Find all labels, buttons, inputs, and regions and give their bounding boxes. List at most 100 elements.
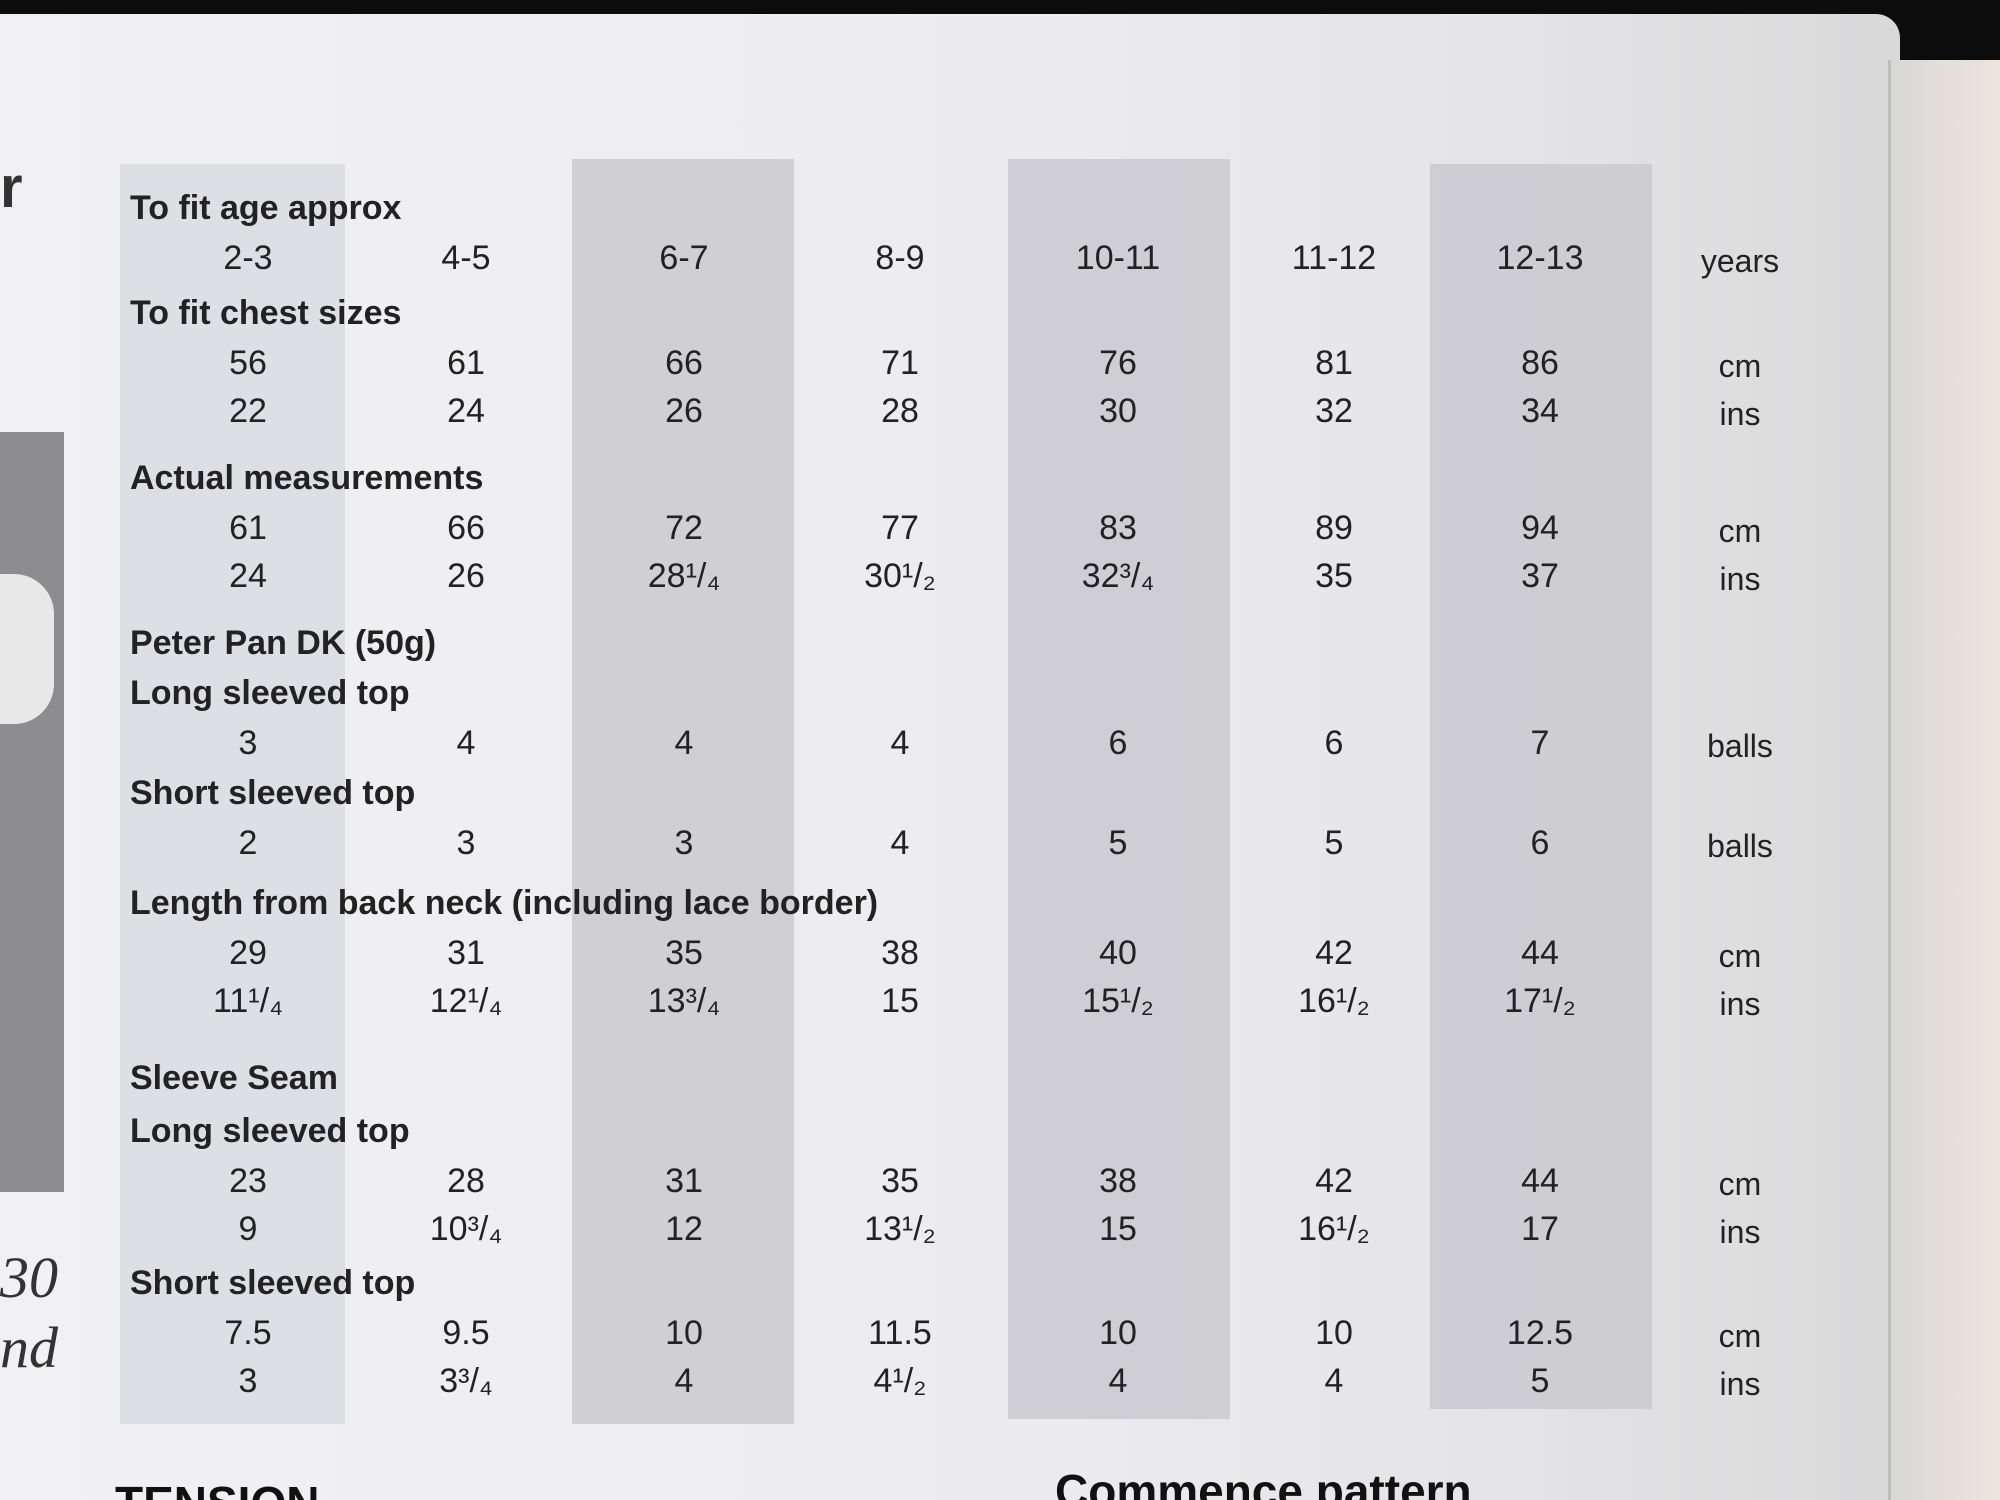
column-band-12-13	[1430, 164, 1652, 1409]
unit-label: ins	[1719, 396, 1761, 432]
size-value-cell: 77	[881, 509, 919, 547]
size-value-cell: 56	[229, 344, 267, 382]
size-value-cell: 26	[665, 392, 703, 430]
size-value-cell: 15	[881, 982, 919, 1020]
next-page-edge	[1888, 60, 2000, 1500]
section-heading: Actual measurements	[130, 459, 484, 497]
size-value-cell: 94	[1521, 509, 1559, 547]
column-band-6-7	[572, 159, 794, 1424]
garment-photo-highlight	[0, 574, 54, 724]
section-heading: Long sleeved top	[130, 674, 410, 712]
unit-label: cm	[1718, 1318, 1762, 1354]
size-value-cell: 12-13	[1496, 239, 1584, 277]
size-value-cell: 10³/₄	[429, 1210, 503, 1248]
size-value-cell: 4	[674, 724, 694, 762]
size-value-cell: 72	[665, 509, 703, 547]
size-value-cell: 6	[1108, 724, 1128, 762]
size-value-cell: 5	[1108, 824, 1128, 862]
edge-letter-top: r	[0, 155, 23, 220]
section-heading: Short sleeved top	[130, 1264, 416, 1302]
unit-label: years	[1700, 243, 1780, 279]
size-value-cell: 13³/₄	[647, 982, 721, 1020]
size-value-cell: 29	[229, 934, 267, 972]
size-value-cell: 28	[447, 1162, 485, 1200]
garment-photo-fragment	[0, 432, 64, 1192]
size-value-cell: 4	[890, 724, 910, 762]
section-heading: Long sleeved top	[130, 1112, 410, 1150]
column-band-10-11	[1008, 159, 1230, 1419]
section-heading: Peter Pan DK (50g)	[130, 624, 437, 662]
size-value-cell: 10	[1315, 1314, 1353, 1352]
size-value-cell: 44	[1521, 934, 1559, 972]
size-value-cell: 44	[1521, 1162, 1559, 1200]
size-value-cell: 34	[1521, 392, 1559, 430]
unit-label: cm	[1718, 1166, 1762, 1202]
size-value-cell: 17¹/₂	[1504, 982, 1576, 1020]
size-value-cell: 12	[665, 1210, 703, 1248]
size-value-cell: 31	[447, 934, 485, 972]
size-value-cell: 3	[674, 824, 694, 862]
size-value-cell: 9	[238, 1210, 258, 1248]
size-value-cell: 86	[1521, 344, 1559, 382]
size-value-cell: 16¹/₂	[1298, 982, 1370, 1020]
unit-label: ins	[1719, 561, 1761, 597]
size-value-cell: 4-5	[441, 239, 491, 277]
size-value-cell: 6	[1324, 724, 1344, 762]
unit-label: ins	[1719, 1214, 1761, 1250]
size-value-cell: 89	[1315, 509, 1353, 547]
section-heading: Sleeve Seam	[130, 1059, 338, 1097]
unit-label: balls	[1707, 828, 1773, 864]
size-value-cell: 8-9	[875, 239, 925, 277]
size-value-cell: 3	[238, 1362, 258, 1400]
size-value-cell: 35	[665, 934, 703, 972]
size-value-cell: 26	[447, 557, 485, 595]
size-value-cell: 42	[1315, 934, 1353, 972]
unit-label: ins	[1719, 986, 1761, 1022]
size-value-cell: 35	[1315, 557, 1353, 595]
size-value-cell: 24	[447, 392, 485, 430]
size-value-cell: 13¹/₂	[864, 1210, 936, 1248]
size-value-cell: 35	[881, 1162, 919, 1200]
size-value-cell: 4	[1324, 1362, 1344, 1400]
size-value-cell: 30¹/₂	[864, 557, 936, 595]
size-value-cell: 37	[1521, 557, 1559, 595]
unit-label: balls	[1707, 728, 1773, 764]
section-heading: Length from back neck (including lace bo…	[130, 884, 879, 922]
size-value-cell: 61	[447, 344, 485, 382]
size-value-cell: 12¹/₄	[429, 982, 503, 1020]
unit-label: cm	[1718, 513, 1762, 549]
size-value-cell: 15	[1099, 1210, 1137, 1248]
size-value-cell: 9.5	[442, 1314, 490, 1352]
size-value-cell: 11¹/₄	[213, 982, 283, 1020]
size-value-cell: 3	[238, 724, 258, 762]
size-value-cell: 76	[1099, 344, 1137, 382]
size-value-cell: 15¹/₂	[1082, 982, 1154, 1020]
pattern-page: r 30 nd To fit age approx 2-3 4-5 6-7 8-9 10-…	[0, 14, 1900, 1500]
size-value-cell: 7.5	[224, 1314, 272, 1352]
size-value-cell: 31	[665, 1162, 703, 1200]
size-value-cell: 30	[1099, 392, 1137, 430]
size-value-cell: 6	[1530, 824, 1550, 862]
size-value-cell: 16¹/₂	[1298, 1210, 1370, 1248]
size-value-cell: 66	[665, 344, 703, 382]
size-value-cell: 10-11	[1075, 239, 1161, 277]
size-value-cell: 61	[229, 509, 267, 547]
size-value-cell: 38	[881, 934, 919, 972]
size-value-cell: 10	[1099, 1314, 1137, 1352]
size-value-cell: 11.5	[868, 1314, 932, 1352]
size-value-cell: 2	[238, 824, 258, 862]
size-value-cell: 24	[229, 557, 267, 595]
size-value-cell: 4	[890, 824, 910, 862]
unit-label: cm	[1718, 348, 1762, 384]
size-value-cell: 6-7	[659, 239, 709, 277]
section-heading: To fit age approx	[130, 189, 402, 227]
size-value-cell: 5	[1530, 1362, 1550, 1400]
size-value-cell: 11-12	[1291, 239, 1377, 277]
size-value-cell: 4	[674, 1362, 694, 1400]
size-value-cell: 23	[229, 1162, 267, 1200]
size-value-cell: 71	[881, 344, 919, 382]
size-value-cell: 40	[1099, 934, 1137, 972]
section-heading: Short sleeved top	[130, 774, 416, 812]
section-heading: To fit chest sizes	[130, 294, 402, 332]
size-value-cell: 4¹/₂	[873, 1362, 927, 1400]
